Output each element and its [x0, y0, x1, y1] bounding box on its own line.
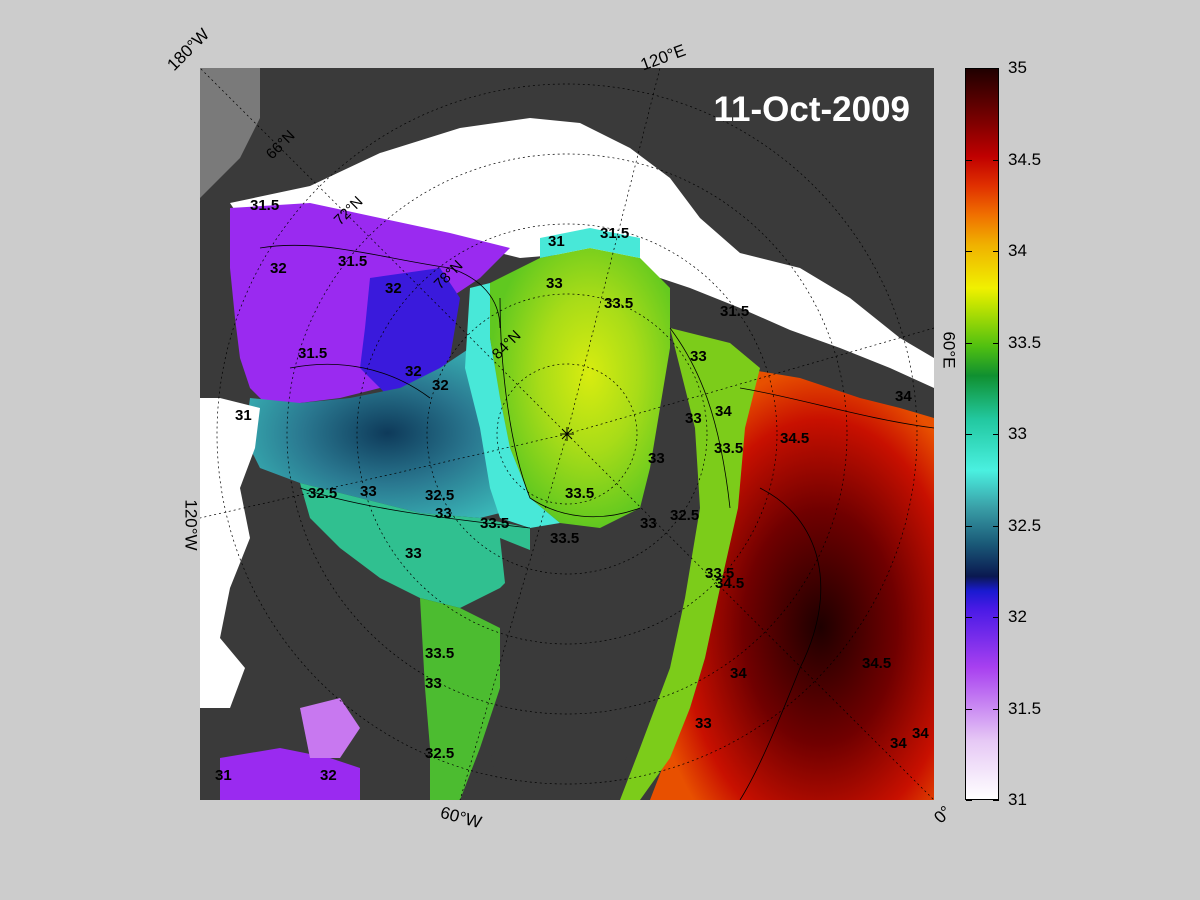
baffin-bay-water — [420, 598, 500, 800]
contour-label: 34 — [890, 735, 907, 752]
colorbar-tick-label: 35 — [1008, 58, 1027, 77]
colorbar-tick-mark — [966, 68, 972, 69]
contour-label: 32.5 — [308, 485, 337, 502]
lon-label-120w: 120°W — [181, 499, 201, 551]
colorbar-tick-label: 33 — [1008, 424, 1027, 443]
colorbar-tick-mark — [993, 68, 999, 69]
central-arctic-water — [490, 248, 670, 528]
transition-band — [620, 328, 760, 800]
contour-label: 34.5 — [862, 655, 891, 672]
contour-label: 31.5 — [720, 303, 749, 320]
contour-label: 33.5 — [604, 295, 633, 312]
colorbar-tick-mark — [993, 251, 999, 252]
contour-label: 32.5 — [425, 487, 454, 504]
greenland-land — [490, 538, 640, 800]
contour-label: 33 — [425, 675, 442, 692]
halocline-ring-north — [540, 228, 640, 258]
colorbar-tick-mark — [966, 800, 972, 801]
colorbar-tick-mark — [993, 342, 999, 344]
colorbar-tick-mark — [966, 434, 972, 435]
contour-label: 33.5 — [565, 485, 594, 502]
contour-label: 31.5 — [250, 197, 279, 214]
contour-label: 32.5 — [670, 507, 699, 524]
colorbar-tick-label: 33.5 — [1008, 332, 1042, 352]
contour-label: 33 — [648, 450, 665, 467]
contour-label: 31.5 — [298, 345, 327, 362]
colorbar-tick-label: 31 — [1008, 790, 1027, 809]
colorbar-tick-mark — [993, 525, 999, 527]
contour-label: 33 — [690, 348, 707, 365]
contour-label: 33 — [405, 545, 422, 562]
beaufort-gyre-core — [360, 268, 460, 398]
map-canvas: 66°N 72°N 78°N 84°N 31.531.5323231.53232… — [200, 68, 934, 800]
atlantic-water — [650, 368, 934, 800]
archipelago-channels — [300, 483, 530, 608]
north-pole-marker — [560, 427, 574, 441]
colorbar-tick-mark — [966, 708, 972, 710]
halocline-ring-west — [465, 283, 560, 528]
contour-label: 33 — [546, 275, 563, 292]
contour-label: 33 — [640, 515, 657, 532]
coastal-ice-west — [200, 398, 260, 708]
contour-label: 34 — [730, 665, 747, 682]
contour-label: 31.5 — [600, 225, 629, 242]
colorbar-tick-label: 32 — [1008, 607, 1027, 626]
colorbar-tick-mark — [966, 159, 972, 161]
contour-label: 34 — [715, 403, 732, 420]
contour-label: 33.5 — [425, 645, 454, 662]
contour-label: 32 — [405, 363, 422, 380]
colorbar-tick-label: 34.5 — [1008, 149, 1042, 169]
colorbar-tick-mark — [993, 800, 999, 801]
contour-label: 31.5 — [338, 253, 367, 270]
contour-label: 33.5 — [705, 565, 734, 582]
foxe-basin-water — [300, 698, 360, 758]
contour-label: 34.5 — [715, 575, 744, 592]
colorbar-tick-mark — [966, 617, 972, 618]
salinity-map: 66°N 72°N 78°N 84°N 31.5 31.5 32 32 31.5 32 32… — [200, 68, 934, 800]
contour-label: 32 — [270, 260, 287, 277]
lon-label-60e: 60°E — [939, 331, 959, 369]
contour-label: 32 — [432, 377, 449, 394]
contour-label: 33 — [695, 715, 712, 732]
beaufort-sea-water — [245, 348, 530, 518]
colorbar-tick-mark — [993, 617, 999, 618]
hudson-bay-water — [220, 748, 360, 800]
graticule — [200, 68, 934, 800]
contour-lines — [259, 244, 934, 800]
lon-label-60w: 60°W — [438, 802, 484, 833]
contour-label: 32.5 — [425, 745, 454, 762]
contour-label: 33.5 — [550, 530, 579, 547]
contour-label: 32 — [385, 280, 402, 297]
contour-label: 34 — [895, 388, 912, 405]
lon-label-0: 0° — [930, 802, 956, 828]
date-label: 11-Oct-2009 — [713, 90, 910, 129]
contour-label: 31 — [548, 233, 565, 250]
contour-label: 33 — [685, 410, 702, 427]
contour-label: 33 — [360, 483, 377, 500]
contour-label: 33 — [435, 505, 452, 522]
alaska-land — [200, 68, 260, 198]
colorbar-tick-mark — [993, 159, 999, 161]
contour-label: 32 — [320, 767, 337, 784]
contour-label: 31 — [235, 407, 252, 424]
colorbar-tick-mark — [966, 251, 972, 252]
contour-label: 33.5 — [480, 515, 509, 532]
contour-label: 33.5 — [714, 440, 743, 457]
contour-label: 34.5 — [780, 430, 809, 447]
colorbar-tick-label: 34 — [1008, 241, 1027, 260]
contour-label: 34 — [912, 725, 929, 742]
colorbar-tick-mark — [993, 708, 999, 710]
colorbar-tick-mark — [966, 342, 972, 344]
colorbar-tick-mark — [993, 434, 999, 435]
colorbar-tick-mark — [966, 525, 972, 527]
colorbar-tick-label: 31.5 — [1008, 698, 1042, 718]
contour-label: 31 — [215, 767, 232, 784]
colorbar-tick-label: 32.5 — [1008, 515, 1042, 535]
